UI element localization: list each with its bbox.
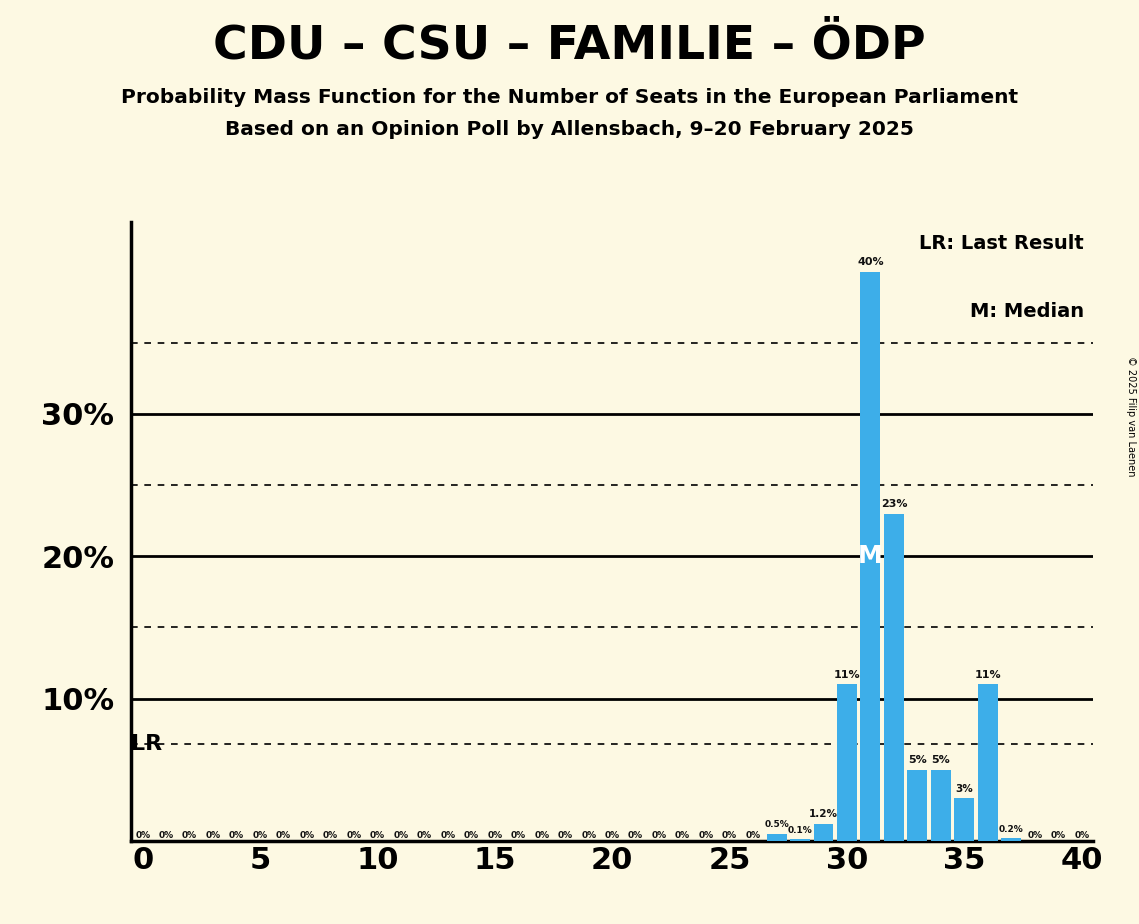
Text: 0%: 0% <box>205 831 221 840</box>
Text: M: Median: M: Median <box>969 302 1084 322</box>
Text: 0%: 0% <box>698 831 714 840</box>
Text: 0%: 0% <box>323 831 338 840</box>
Text: 0%: 0% <box>581 831 597 840</box>
Bar <box>977 685 998 841</box>
Text: 0.2%: 0.2% <box>999 825 1024 833</box>
Text: LR: LR <box>131 734 162 754</box>
Text: LR: Last Result: LR: Last Result <box>919 234 1084 253</box>
Text: 0%: 0% <box>441 831 456 840</box>
Text: 0%: 0% <box>464 831 478 840</box>
Text: © 2025 Filip van Laenen: © 2025 Filip van Laenen <box>1125 356 1136 476</box>
Bar <box>908 770 927 841</box>
Bar <box>1001 838 1022 841</box>
Text: 0%: 0% <box>487 831 502 840</box>
Text: Based on an Opinion Poll by Allensbach, 9–20 February 2025: Based on an Opinion Poll by Allensbach, … <box>226 120 913 140</box>
Text: 0%: 0% <box>558 831 573 840</box>
Text: 0%: 0% <box>370 831 385 840</box>
Text: 0%: 0% <box>675 831 690 840</box>
Text: 0%: 0% <box>417 831 432 840</box>
Text: 1.2%: 1.2% <box>809 809 838 820</box>
Text: CDU – CSU – FAMILIE – ÖDP: CDU – CSU – FAMILIE – ÖDP <box>213 23 926 68</box>
Text: 0%: 0% <box>534 831 549 840</box>
Text: 0%: 0% <box>393 831 409 840</box>
Text: 11%: 11% <box>975 670 1001 680</box>
Bar <box>813 824 834 841</box>
Text: 0%: 0% <box>182 831 197 840</box>
Text: 0%: 0% <box>253 831 268 840</box>
Text: 3%: 3% <box>956 784 973 794</box>
Text: M: M <box>858 544 883 568</box>
Bar <box>884 514 904 841</box>
Text: 0%: 0% <box>1027 831 1042 840</box>
Text: 0%: 0% <box>746 831 761 840</box>
Text: 0.5%: 0.5% <box>764 821 789 830</box>
Text: 0%: 0% <box>510 831 526 840</box>
Text: 0%: 0% <box>276 831 292 840</box>
Bar <box>954 798 974 841</box>
Bar <box>767 833 787 841</box>
Bar <box>790 839 810 841</box>
Text: 0%: 0% <box>652 831 666 840</box>
Bar <box>837 685 857 841</box>
Text: 0%: 0% <box>722 831 737 840</box>
Text: 0.1%: 0.1% <box>788 826 812 835</box>
Text: 0%: 0% <box>300 831 314 840</box>
Text: 0%: 0% <box>628 831 644 840</box>
Text: 5%: 5% <box>908 756 927 765</box>
Bar <box>860 272 880 841</box>
Text: 40%: 40% <box>858 257 884 267</box>
Text: 0%: 0% <box>1074 831 1089 840</box>
Text: 23%: 23% <box>880 499 907 509</box>
Text: 5%: 5% <box>932 756 950 765</box>
Text: 0%: 0% <box>229 831 244 840</box>
Text: 0%: 0% <box>136 831 150 840</box>
Text: 0%: 0% <box>1050 831 1066 840</box>
Text: 11%: 11% <box>834 670 860 680</box>
Text: Probability Mass Function for the Number of Seats in the European Parliament: Probability Mass Function for the Number… <box>121 88 1018 107</box>
Text: 0%: 0% <box>346 831 361 840</box>
Bar <box>931 770 951 841</box>
Text: 0%: 0% <box>605 831 620 840</box>
Text: 0%: 0% <box>158 831 174 840</box>
